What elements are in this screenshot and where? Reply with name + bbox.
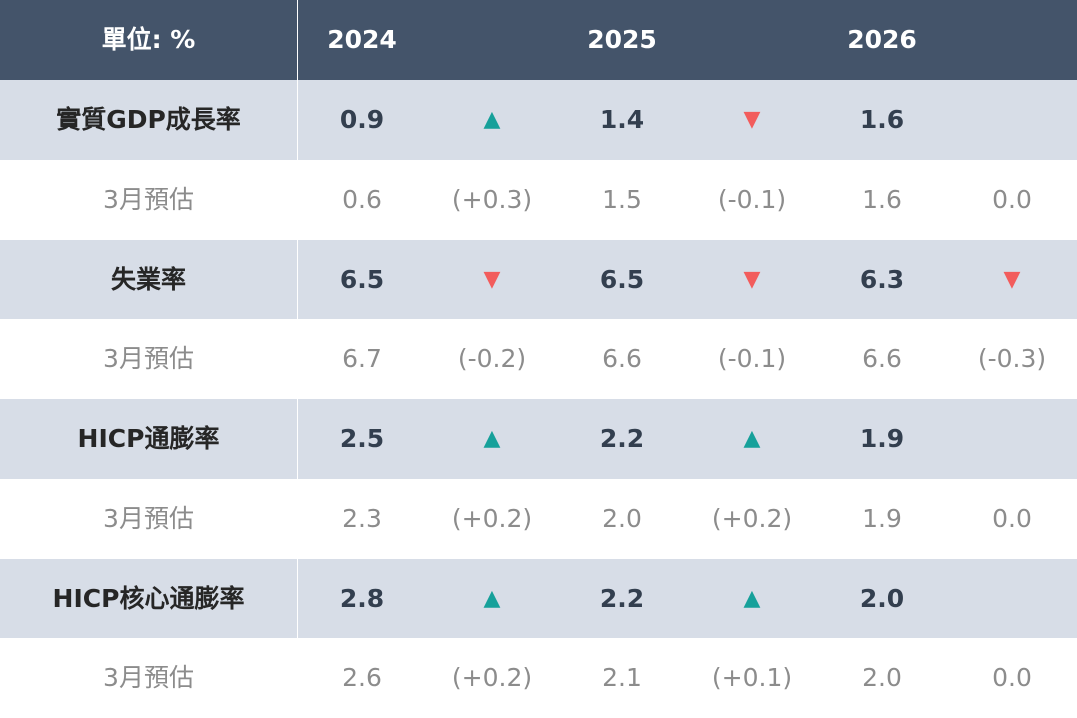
main-row: HICP核心通膨率 2.8 ▲ 2.2 ▲ 2.0 [0,558,1077,639]
row-label: 3月預估 [103,184,194,214]
cell: (+0.2) [451,503,533,533]
trend-arrow: ▲ [483,426,501,451]
cell: 1.5 [602,184,642,214]
row-label: 3月預估 [103,344,194,374]
trend-arrow: ▲ [483,107,501,132]
sub-row: 3月預估 2.6 (+0.2) 2.1 (+0.1) 2.0 0.0 [0,638,1077,718]
cell: 1.6 [862,184,902,214]
cell: (-0.3) [977,344,1047,374]
trend-arrow: ▼ [1003,266,1021,292]
main-row: 失業率 6.5 ▼ 6.5 ▼ 6.3 ▼ [0,239,1077,320]
cell: 2.2 [599,424,645,453]
row-label: 失業率 [0,239,298,320]
cell [947,399,1077,479]
cell: 2.2 [599,583,645,613]
cell: 6.7 [342,344,382,374]
cell: 0.6 [342,184,382,214]
cell [947,559,1077,639]
cell: 2024 [327,25,397,54]
sub-row: 3月預估 0.6 (+0.3) 1.5 (-0.1) 1.6 0.0 [0,159,1077,240]
cell: 6.5 [599,264,645,294]
cell: 1.9 [859,424,905,453]
cell: 6.5 [339,264,385,294]
row-label: 3月預估 [103,503,194,533]
cell: 0.0 [992,184,1032,214]
cell: (+0.2) [711,503,793,533]
cell: 6.3 [859,264,905,294]
cell: (+0.3) [451,184,533,214]
cell: 2025 [587,25,657,54]
cell [687,0,817,80]
main-row: 實質GDP成長率 0.9 ▲ 1.4 ▼ 1.6 [0,80,1077,160]
cell: 2.0 [862,663,902,693]
header-row: 單位: % 2024 2025 2026 [0,0,1077,80]
row-label: 單位: % [0,0,298,80]
row-label: HICP核心通膨率 [0,558,298,639]
trend-arrow: ▲ [743,585,761,611]
cell: 1.4 [599,105,645,134]
cell: 2.5 [339,424,385,453]
sub-row: 3月預估 6.7 (-0.2) 6.6 (-0.1) 6.6 (-0.3) [0,319,1077,400]
cell: 0.0 [992,663,1032,693]
cell: 0.9 [339,105,385,134]
row-label: 實質GDP成長率 [0,80,298,160]
cell: 6.6 [862,344,902,374]
cell [427,0,557,80]
cell: 2.0 [859,583,905,613]
sub-row: 3月預估 2.3 (+0.2) 2.0 (+0.2) 1.9 0.0 [0,478,1077,559]
cell [947,0,1077,80]
cell: (-0.1) [717,344,787,374]
cell: 2.3 [342,503,382,533]
cell: 1.6 [859,105,905,134]
cell: (-0.1) [717,184,787,214]
trend-arrow: ▼ [483,266,501,292]
cell: 2.8 [339,583,385,613]
trend-arrow: ▲ [483,585,501,611]
cell: 2.1 [602,663,642,693]
trend-arrow: ▼ [743,107,761,132]
cell: 6.6 [602,344,642,374]
cell: 2.6 [342,663,382,693]
cell: (+0.1) [711,663,793,693]
row-label: 3月預估 [103,663,194,693]
row-label: HICP通膨率 [0,399,298,479]
cell: (-0.2) [457,344,527,374]
trend-arrow: ▼ [743,266,761,292]
cell: 0.0 [992,503,1032,533]
cell [947,80,1077,160]
cell: 2026 [847,25,917,54]
trend-arrow: ▲ [743,426,761,451]
main-row: HICP通膨率 2.5 ▲ 2.2 ▲ 1.9 [0,399,1077,479]
cell: 1.9 [862,503,902,533]
cell: (+0.2) [451,663,533,693]
cell: 2.0 [602,503,642,533]
